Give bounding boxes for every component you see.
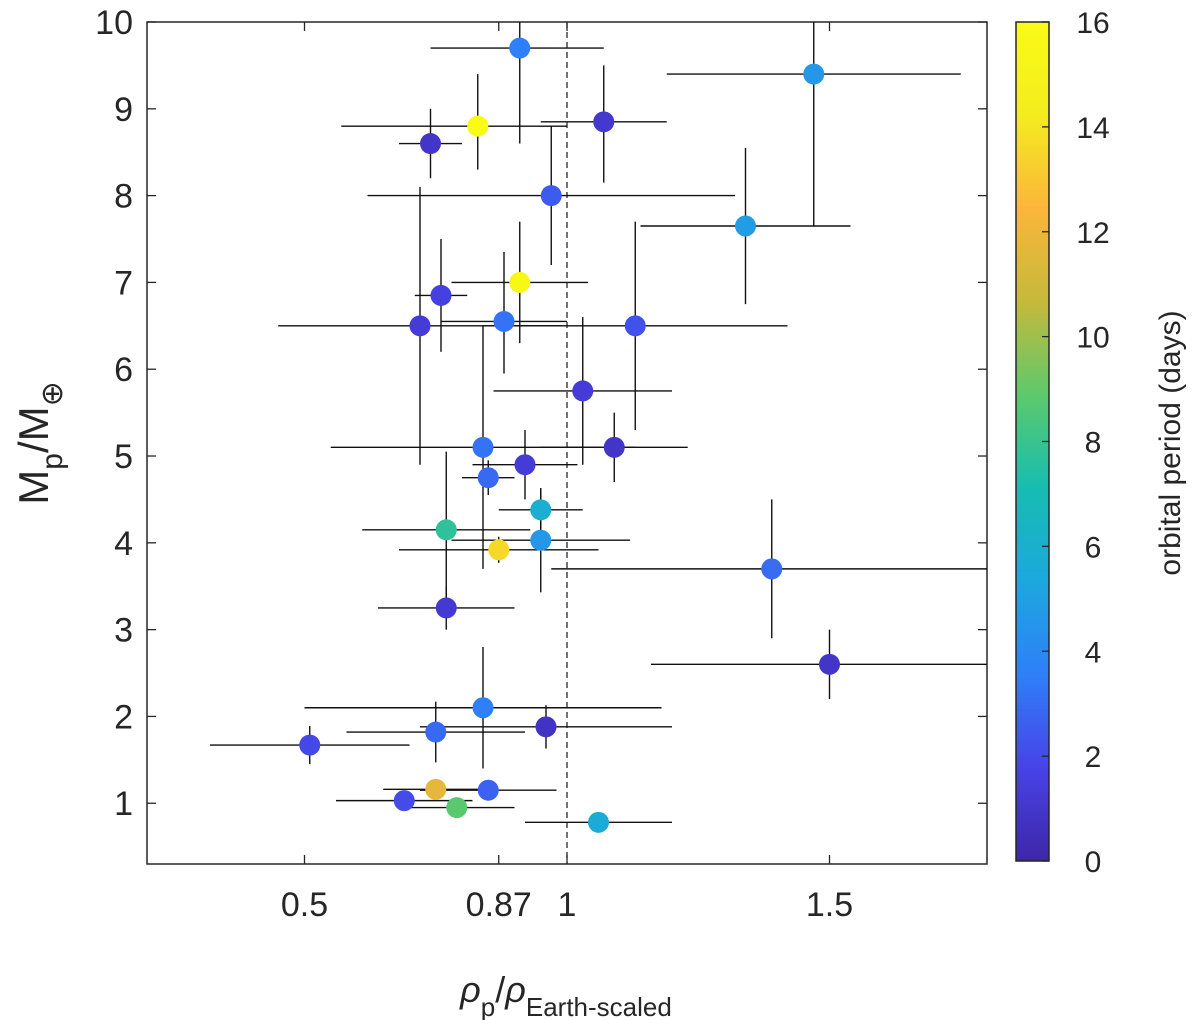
x-tick-label: 0.87 xyxy=(466,886,532,924)
data-point xyxy=(540,185,562,207)
x-tick-label: 1.5 xyxy=(806,886,853,924)
colorbar-tick-label: 6 xyxy=(1085,531,1102,564)
data-point xyxy=(467,115,489,137)
colorbar-tick-label: 0 xyxy=(1085,846,1102,879)
colorbar-ticks: 0 2 4 6 8 10 12 14 16 xyxy=(1042,7,1110,879)
y-axis-ticks: 1 2 3 4 5 6 7 8 9 10 xyxy=(95,4,987,823)
data-point xyxy=(735,215,756,237)
y-tick-label: 2 xyxy=(114,698,133,736)
colorbar-tick-label: 16 xyxy=(1076,7,1109,40)
data-point xyxy=(761,558,783,580)
y-tick-label: 5 xyxy=(114,438,133,476)
data-point xyxy=(425,721,447,743)
y-tick-label: 1 xyxy=(114,785,133,823)
data-point xyxy=(819,653,840,675)
data-point xyxy=(488,539,510,561)
data-point xyxy=(435,597,457,619)
colorbar-tick-label: 14 xyxy=(1076,112,1109,145)
data-point xyxy=(477,467,499,489)
data-points xyxy=(299,37,840,833)
data-point xyxy=(393,790,415,812)
data-point xyxy=(472,436,494,458)
x-tick-label: 1 xyxy=(558,886,577,924)
data-point xyxy=(446,797,468,819)
colorbar-tick-label: 4 xyxy=(1085,636,1102,669)
data-point xyxy=(514,454,536,476)
data-point xyxy=(803,63,825,85)
data-point xyxy=(624,315,646,337)
colorbar-label: orbital period (days) xyxy=(1154,310,1187,575)
colorbar-tick-label: 12 xyxy=(1076,217,1109,250)
data-point xyxy=(509,37,531,59)
data-point xyxy=(430,284,452,306)
y-tick-label: 6 xyxy=(114,351,133,389)
data-point xyxy=(425,778,447,800)
y-tick-label: 4 xyxy=(114,525,133,563)
colorbar-tick-label: 8 xyxy=(1085,427,1102,460)
data-point xyxy=(435,519,457,541)
x-tick-label: 0.5 xyxy=(281,886,328,924)
data-point xyxy=(493,310,515,332)
y-axis-label: Mp/M⊕ xyxy=(10,381,69,504)
y-tick-label: 7 xyxy=(114,264,133,302)
data-point xyxy=(603,436,625,458)
data-point xyxy=(299,734,321,756)
y-tick-label: 10 xyxy=(95,4,133,42)
data-point xyxy=(593,111,615,133)
data-point xyxy=(509,271,531,293)
data-point xyxy=(477,779,499,801)
y-tick-label: 8 xyxy=(114,178,133,216)
data-point xyxy=(572,380,594,402)
y-tick-label: 9 xyxy=(114,91,133,129)
y-tick-label: 3 xyxy=(114,612,133,650)
colorbar-tick-label: 10 xyxy=(1076,322,1109,355)
colorbar-tick-label: 2 xyxy=(1085,741,1102,774)
data-point xyxy=(588,811,609,833)
data-point xyxy=(472,697,494,719)
data-point xyxy=(530,499,552,521)
data-point xyxy=(420,133,441,155)
x-axis-label: ρp/ρEarth-scaled xyxy=(459,969,672,1020)
data-point xyxy=(409,315,431,337)
x-axis-ticks: 0.5 0.87 1 1.5 xyxy=(281,22,853,924)
data-point xyxy=(535,716,557,738)
data-point xyxy=(530,529,552,551)
